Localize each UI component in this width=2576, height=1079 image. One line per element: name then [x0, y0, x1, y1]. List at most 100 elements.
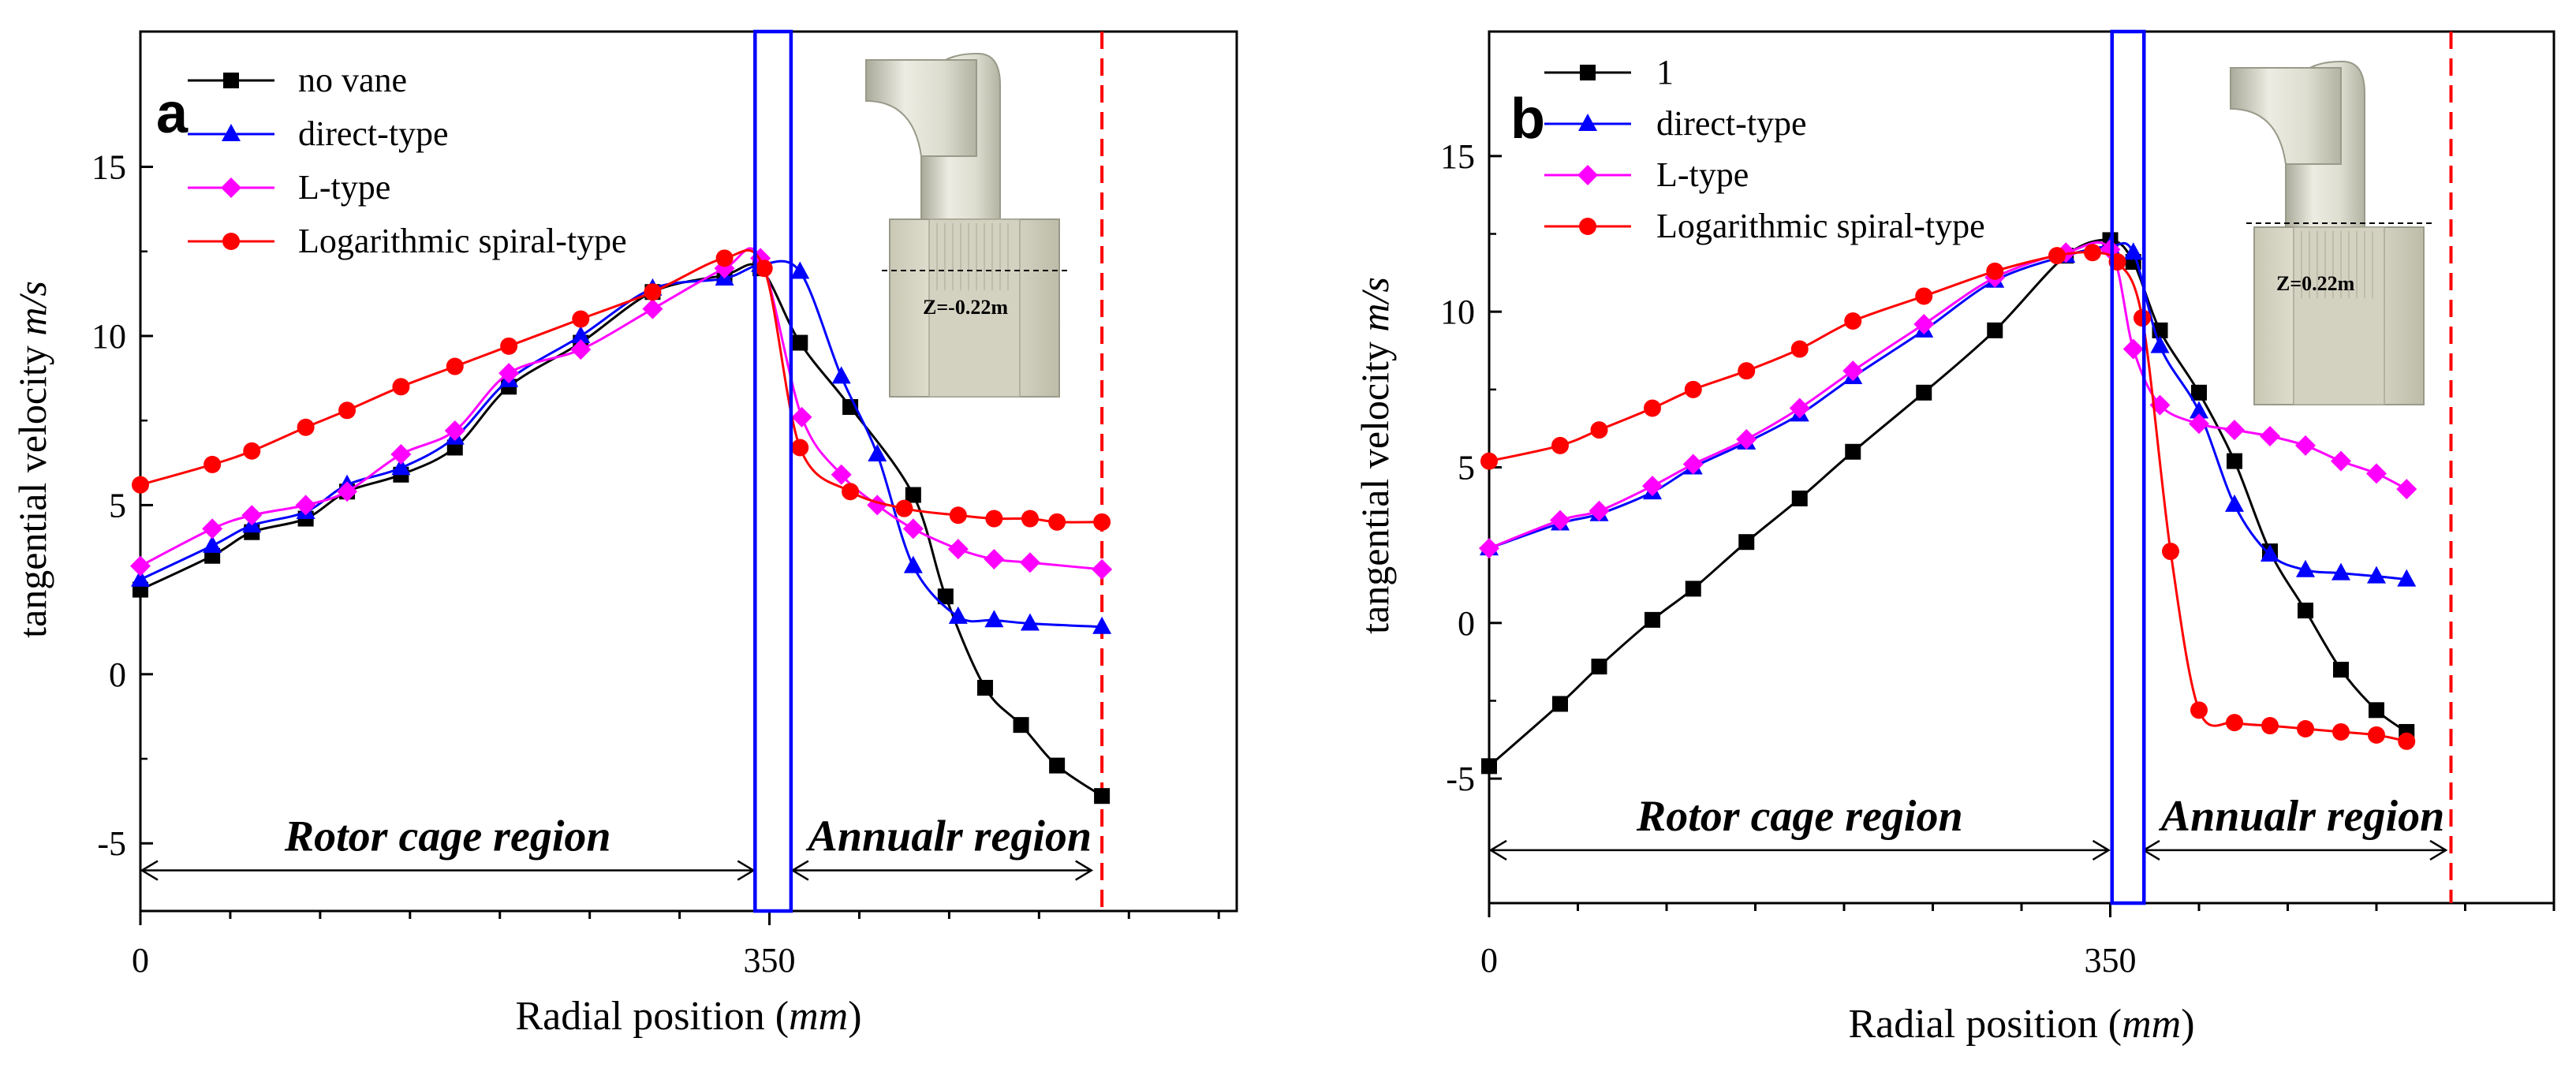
annular-region-arrow-head-right	[1075, 860, 1094, 881]
region-label-annular: Annualr region	[2159, 792, 2445, 841]
data-point	[392, 378, 410, 396]
legend-label: no vane	[298, 61, 407, 99]
data-point	[842, 483, 860, 501]
data-point	[2398, 732, 2416, 750]
data-point	[2224, 420, 2245, 441]
data-point	[2226, 714, 2243, 732]
data-point	[295, 495, 316, 516]
data-point	[2369, 702, 2384, 719]
inset-caption: Z=0.22m	[2276, 272, 2355, 295]
series-line	[140, 247, 1103, 571]
y-axis-label-unit: m/s	[1353, 277, 1397, 331]
legend-label: Logarithmic spiral-type	[1656, 207, 1985, 245]
data-point	[338, 401, 357, 420]
data-point	[2227, 453, 2242, 469]
data-point	[243, 442, 261, 460]
data-point	[985, 510, 1003, 528]
data-point	[2122, 338, 2144, 360]
data-point	[1842, 360, 1864, 382]
data-point	[1049, 757, 1066, 774]
y-tick-label: -5	[1446, 760, 1475, 798]
legend-label: L-type	[298, 168, 390, 207]
data-point	[2048, 247, 2066, 265]
vane-region-box	[753, 29, 793, 913]
data-point	[2298, 603, 2313, 619]
legend-marker	[1578, 114, 1597, 131]
y-tick-label: 15	[91, 148, 126, 187]
data-point	[2332, 722, 2350, 741]
data-point	[1093, 513, 1111, 531]
data-point	[1591, 659, 1607, 675]
panel-b: -5 0 5 10 15 0 350 Radial position (mm) tangenti…	[1353, 29, 2555, 1047]
data-point	[131, 569, 150, 587]
plot-frame	[1488, 30, 2555, 905]
data-point	[948, 606, 968, 624]
data-point	[1790, 340, 1809, 358]
data-point	[2225, 494, 2244, 512]
data-point	[1481, 758, 1497, 775]
legend-label: direct-type	[298, 114, 449, 153]
data-point	[2189, 413, 2209, 435]
x-tick-label: 350	[744, 941, 796, 980]
legend-marker	[1579, 218, 1596, 235]
y-axis-label-text: tangential velocity	[10, 336, 54, 638]
panel-label: b	[1510, 88, 1545, 151]
y-tick-label: 0	[109, 655, 126, 694]
data-point	[791, 406, 812, 427]
data-point	[337, 481, 358, 502]
inset-separator-model: Z=0.22m	[2230, 61, 2432, 405]
rotor-region-arrow-head-left	[1488, 839, 1507, 861]
x-axis-label-close: )	[2181, 1002, 2194, 1047]
inset-inner-cage	[928, 218, 1021, 398]
data-point	[1094, 788, 1111, 805]
data-point	[1020, 613, 1040, 631]
data-point	[1479, 538, 1499, 559]
data-point	[791, 439, 809, 457]
data-point	[984, 610, 1004, 628]
legend-marker	[222, 233, 240, 250]
x-axis-label-text: Radial position (	[1848, 1002, 2122, 1047]
annular-region-arrow	[790, 860, 1094, 881]
data-point	[1915, 287, 1933, 305]
series-line	[140, 263, 1103, 797]
y-axis-label-unit: m/s	[10, 281, 54, 335]
data-point	[1736, 428, 1757, 450]
data-point	[1552, 696, 1568, 712]
y-axis-label: tangential velocity m/s	[10, 281, 54, 638]
data-point	[1845, 443, 1861, 460]
data-point	[2397, 569, 2417, 587]
data-point	[1987, 322, 2003, 338]
x-tick-label: 0	[132, 941, 149, 980]
data-point	[1550, 510, 1570, 531]
data-point	[2297, 720, 2314, 737]
data-point	[1791, 490, 1808, 506]
data-point	[1642, 476, 1663, 497]
data-point	[390, 444, 412, 465]
y-tick-label: 5	[1458, 449, 1475, 487]
data-point	[642, 298, 663, 319]
data-point	[2331, 562, 2350, 581]
data-point	[715, 249, 734, 267]
inset-inner-cage	[2293, 226, 2385, 405]
x-axis-label-close: )	[848, 994, 861, 1039]
data-point	[572, 310, 590, 328]
data-point	[1738, 362, 1756, 380]
data-point	[895, 499, 913, 517]
data-point	[2366, 463, 2387, 484]
data-point	[1986, 262, 2004, 280]
data-point	[1844, 312, 1862, 330]
y-tick-label: 15	[1440, 137, 1475, 176]
series-1	[1481, 232, 2415, 775]
data-point	[1048, 513, 1066, 531]
data-point	[1682, 454, 1704, 475]
data-point	[444, 420, 465, 442]
series-line	[140, 259, 1103, 629]
data-point	[202, 518, 223, 540]
data-point	[1092, 616, 1112, 634]
data-point	[130, 555, 151, 577]
vane-region-box	[2110, 29, 2146, 905]
inset-caption: Z=-0.22m	[923, 296, 1008, 319]
data-point	[1684, 380, 1702, 398]
